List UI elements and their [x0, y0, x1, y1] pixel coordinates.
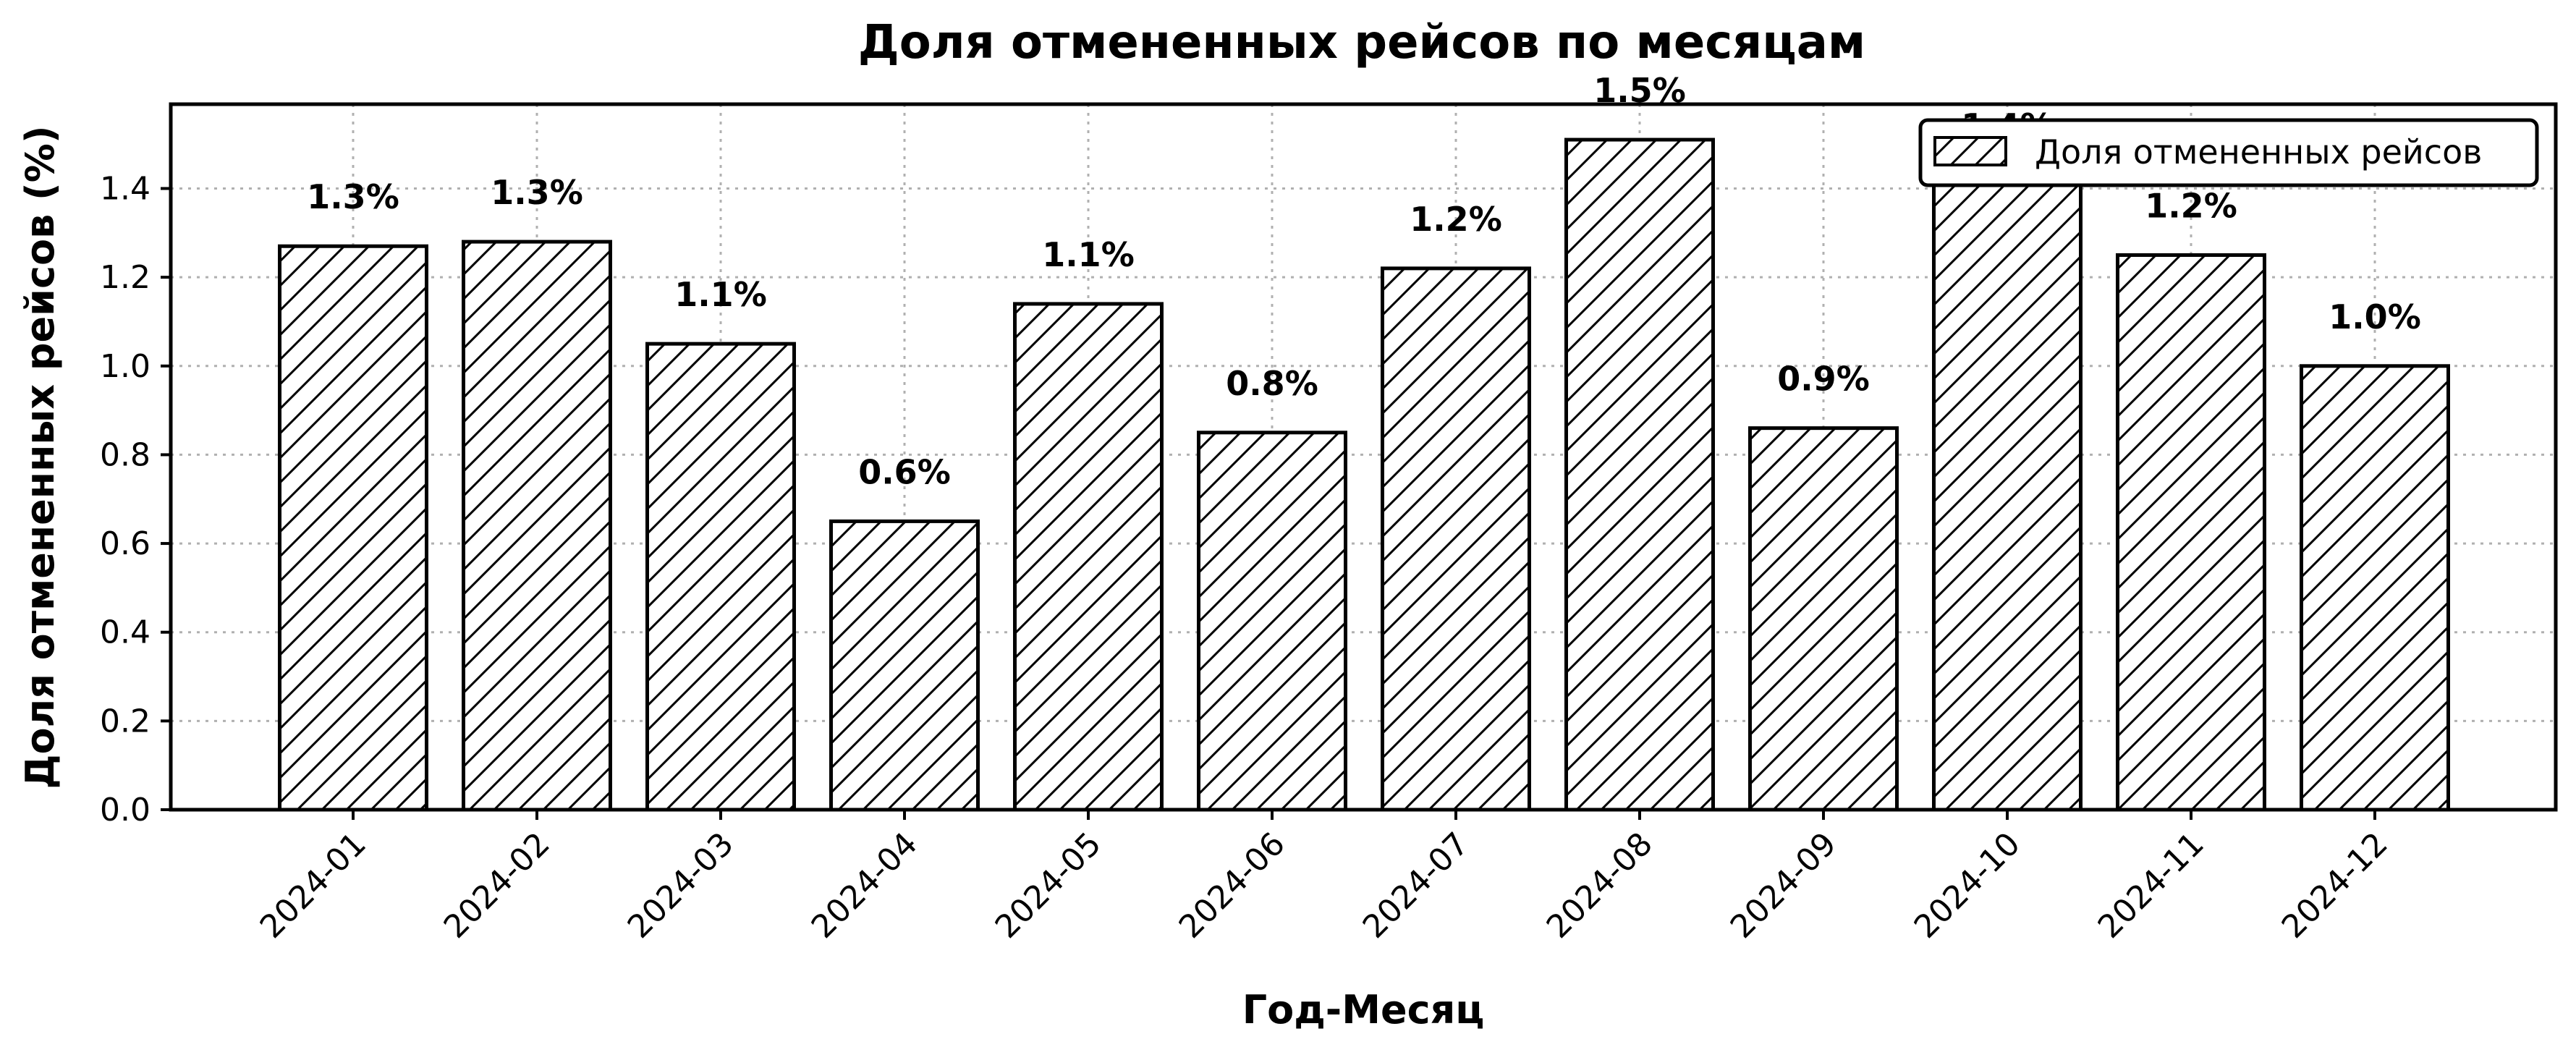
- x-axis: 2024-01 2024-02 2024-03 2024-04 2024-05 2024-…: [253, 810, 2395, 946]
- bar-2024-05: [1013, 302, 1164, 812]
- bar-2024-02: [462, 240, 612, 812]
- y-tick-label: 0.4: [100, 614, 151, 651]
- plot-frame: [169, 102, 2558, 812]
- y-tick-label: 0.0: [100, 792, 151, 829]
- x-tick-label: 2024-01: [253, 826, 373, 946]
- y-tick-label: 0.2: [100, 703, 151, 740]
- x-tick-label: 2024-07: [1356, 826, 1476, 946]
- chart-title: Доля отмененных рейсов по месяцам: [858, 16, 1865, 69]
- value-label-2024-03: 1.1%: [674, 275, 767, 314]
- x-tick-label: 2024-05: [988, 826, 1109, 946]
- value-label-2024-12: 1.0%: [2329, 297, 2421, 336]
- x-tick-label: 2024-04: [805, 826, 925, 946]
- y-axis-label: Доля отмененных рейсов (%): [17, 125, 63, 789]
- bar-2024-08: [1564, 137, 1715, 812]
- bar-2024-09: [1748, 426, 1899, 812]
- legend-label: Доля отмененных рейсов: [2035, 132, 2482, 171]
- x-axis-label: Год-Месяц: [1242, 987, 1485, 1033]
- value-label-2024-09: 0.9%: [1777, 360, 1870, 399]
- x-tick-label: 2024-06: [1172, 826, 1292, 946]
- bar-2024-06: [1197, 431, 1347, 812]
- x-tick-label: 2024-09: [1724, 826, 1844, 946]
- bar-2024-11: [2116, 253, 2266, 812]
- value-label-2024-05: 1.1%: [1042, 235, 1135, 274]
- y-axis: 0.0 0.2 0.4 0.6 0.8 1.0 1.2 1.4: [100, 171, 171, 829]
- y-tick-label: 1.4: [100, 171, 151, 208]
- legend: Доля отмененных рейсов: [1918, 118, 2539, 187]
- bar-2024-01: [278, 244, 428, 812]
- y-tick-label: 0.8: [100, 436, 151, 473]
- y-tick-label: 1.0: [100, 348, 151, 385]
- bar-2024-03: [645, 342, 796, 812]
- value-label-2024-04: 0.6%: [858, 452, 951, 491]
- y-tick-label: 1.2: [100, 259, 151, 296]
- x-tick-label: 2024-12: [2275, 826, 2395, 946]
- legend-swatch: [1933, 136, 2007, 166]
- value-label-2024-07: 1.2%: [1410, 200, 1502, 239]
- value-label-2024-11: 1.2%: [2145, 186, 2237, 225]
- bars-layer: [278, 137, 2450, 812]
- x-tick-label: 2024-08: [1540, 826, 1660, 946]
- bar-2024-10: [1932, 173, 2083, 812]
- legend-box: [1918, 118, 2539, 187]
- y-tick-label: 0.6: [100, 525, 151, 562]
- x-tick-label: 2024-11: [2091, 826, 2211, 946]
- bar-2024-12: [2300, 364, 2450, 812]
- x-tick-label: 2024-03: [621, 826, 741, 946]
- x-tick-label: 2024-10: [1907, 826, 2028, 946]
- value-label-2024-01: 1.3%: [307, 177, 399, 216]
- bar-2024-07: [1381, 266, 1531, 812]
- value-label-2024-06: 0.8%: [1226, 364, 1318, 403]
- value-label-2024-02: 1.3%: [491, 173, 583, 212]
- bar-2024-04: [829, 519, 980, 812]
- x-tick-label: 2024-02: [437, 826, 557, 946]
